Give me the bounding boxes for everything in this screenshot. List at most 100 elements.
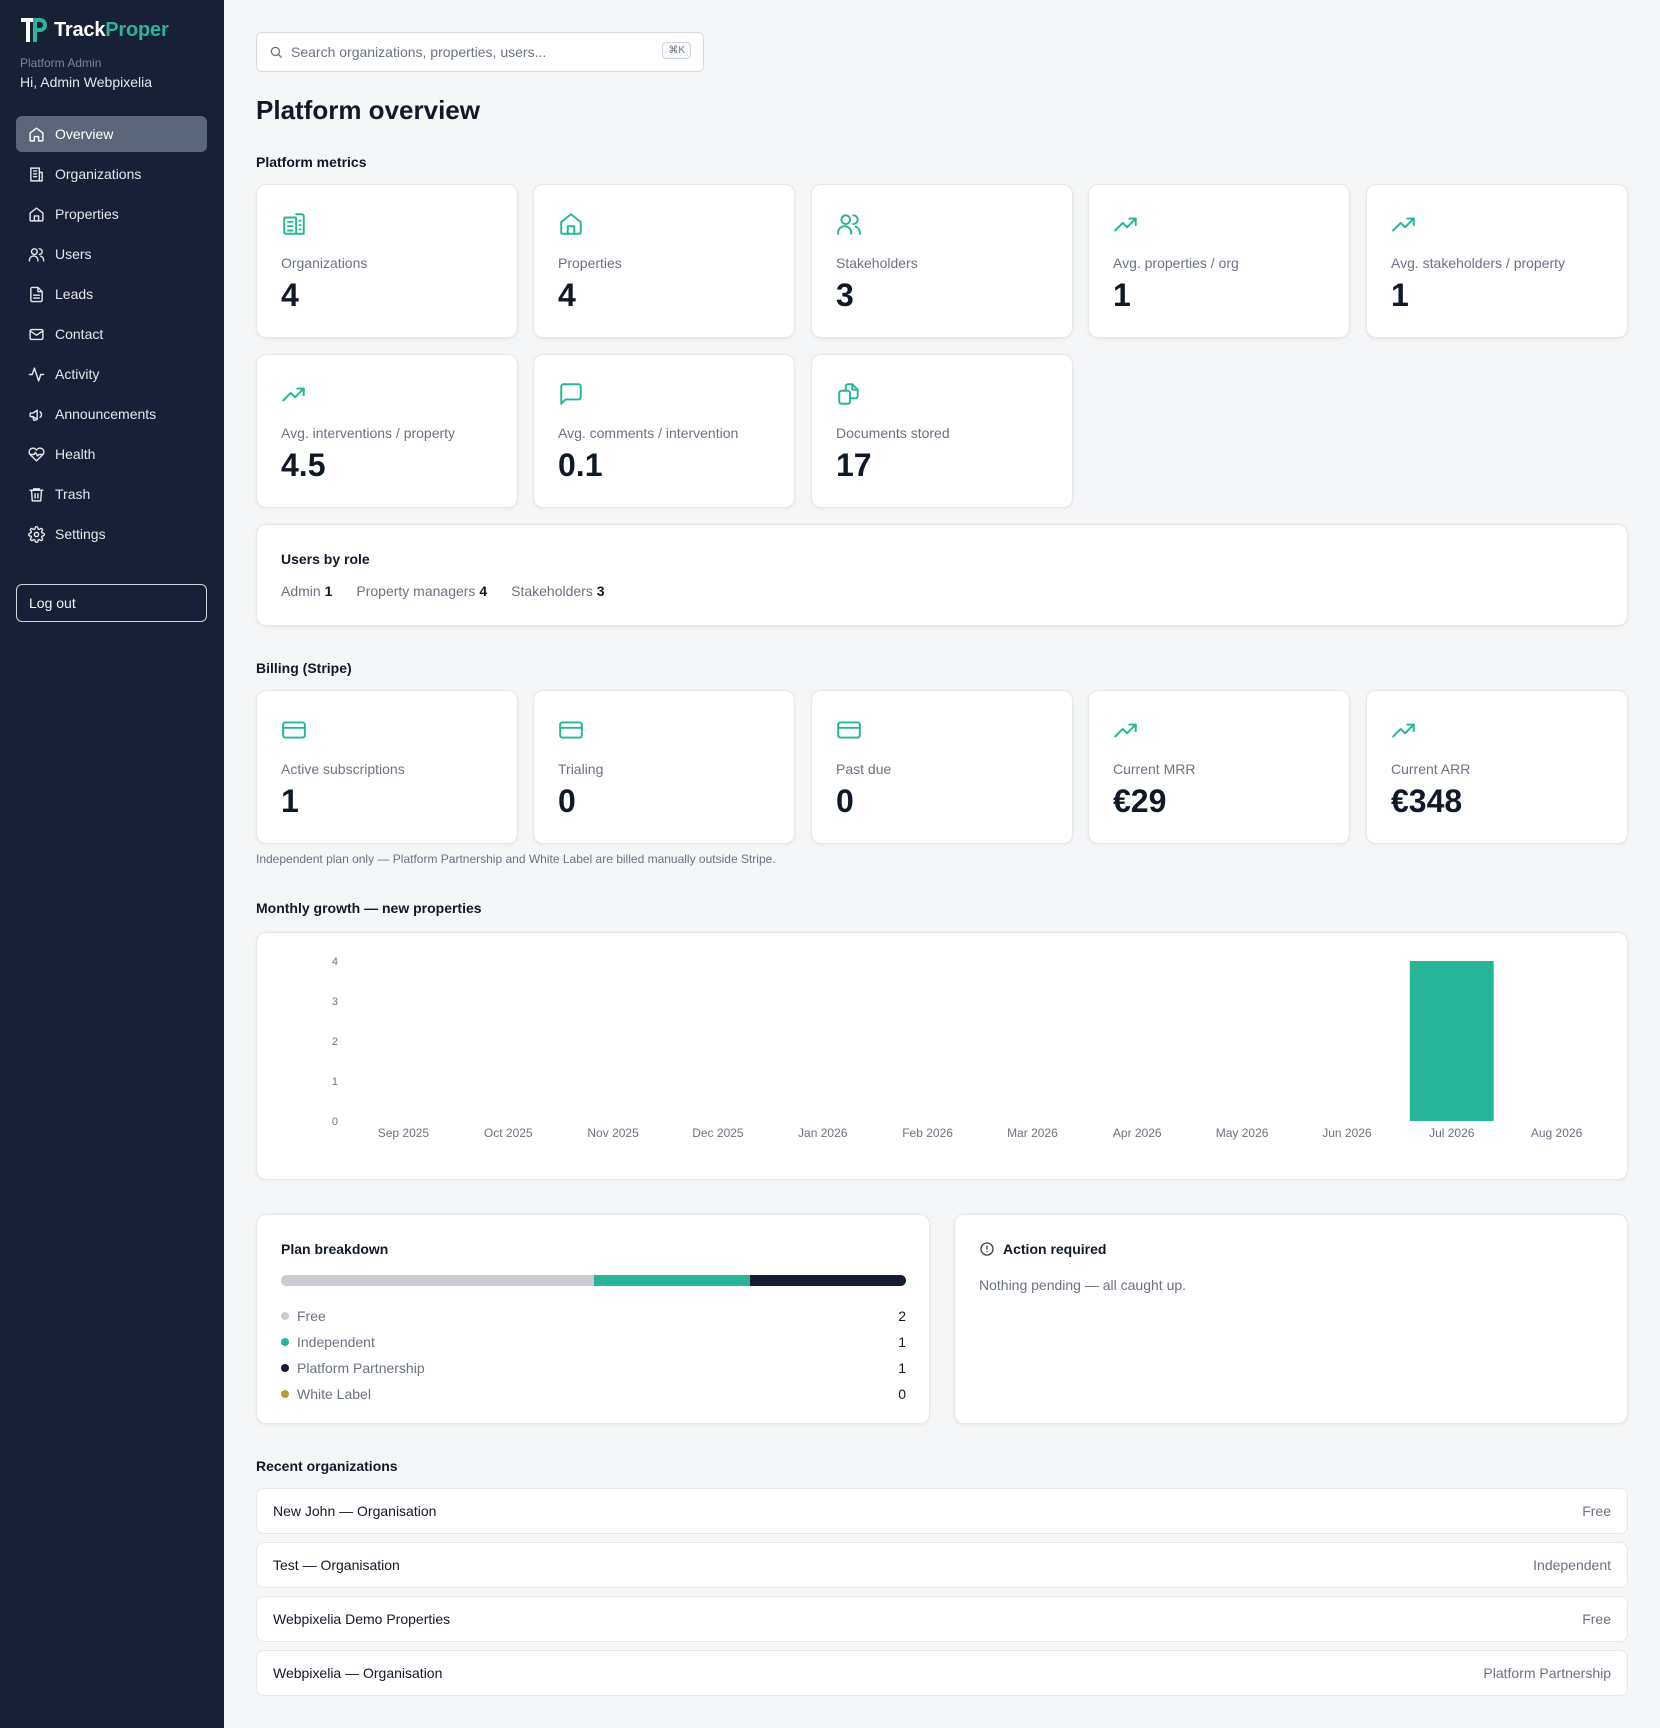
org-plan: Platform Partnership [1483, 1665, 1611, 1681]
building-icon [30, 166, 43, 182]
sidebar-item-health[interactable]: Health [16, 436, 207, 472]
x-tick-label: Oct 2025 [484, 1126, 533, 1140]
metric-label: Properties [558, 255, 622, 271]
sidebar-item-announcements[interactable]: Announcements [16, 396, 207, 432]
metric-label: Stakeholders [836, 255, 918, 271]
metric-label: Documents stored [836, 425, 950, 441]
sidebar-item-trash[interactable]: Trash [16, 476, 207, 512]
metric-value: 17 [836, 447, 872, 483]
credit-card-icon [559, 721, 583, 739]
org-row[interactable]: Webpixelia — Organisation Platform Partn… [256, 1650, 1628, 1696]
billing-card-arr: Current ARR €348 [1366, 690, 1628, 844]
plan-row-white-label: White Label 0 [281, 1381, 906, 1407]
sidebar-item-activity[interactable]: Activity [16, 356, 207, 392]
plan-row-free: Free 2 [281, 1303, 906, 1329]
billing-card-trialing: Trialing 0 [533, 690, 795, 844]
logo-mark-icon [21, 18, 47, 42]
role-count: 1 [324, 583, 333, 599]
comment-icon [560, 383, 582, 405]
sidebar: TrackProper Platform Admin Hi, Admin Web… [0, 0, 224, 1728]
sidebar-item-label: Users [55, 246, 92, 262]
chart-bar[interactable] [1409, 961, 1494, 1121]
metric-label: Organizations [281, 255, 368, 271]
sidebar-item-organizations[interactable]: Organizations [16, 156, 207, 192]
x-tick-label: Aug 2026 [1531, 1126, 1583, 1140]
role-label: Admin [281, 583, 321, 599]
users-icon [837, 214, 861, 235]
users-by-role-title: Users by role [281, 551, 370, 567]
plan-count: 0 [898, 1386, 906, 1402]
metric-label: Past due [836, 761, 892, 777]
page-title: Platform overview [256, 95, 480, 125]
metric-card-properties: Properties 4 [533, 184, 795, 338]
heart-pulse-icon [28, 446, 45, 462]
org-row[interactable]: Webpixelia Demo Properties Free [256, 1596, 1628, 1642]
sidebar-item-label: Organizations [55, 166, 142, 182]
plan-stacked-bar [281, 1275, 906, 1286]
legend-dot [281, 1390, 289, 1398]
plan-row-independent: Independent 1 [281, 1329, 906, 1355]
logo-text-proper: Proper [105, 18, 169, 41]
org-name: Test — Organisation [273, 1557, 400, 1573]
x-tick-label: Jan 2026 [798, 1126, 848, 1140]
plan-row-platform-partnership: Platform Partnership 1 [281, 1355, 906, 1381]
metric-value: 4.5 [281, 447, 326, 483]
metric-card-avg-interventions: Avg. interventions / property 4.5 [256, 354, 518, 508]
billing-note: Independent plan only — Platform Partner… [256, 852, 776, 866]
sidebar-item-contact[interactable]: Contact [16, 316, 207, 352]
section-platform-metrics: Platform metrics [256, 154, 367, 170]
plan-breakdown-title: Plan breakdown [281, 1241, 389, 1257]
plan-breakdown-card: Plan breakdown Free 2 Independent 1 Plat… [256, 1214, 930, 1424]
sidebar-item-users[interactable]: Users [16, 236, 207, 272]
plan-bar-segment [281, 1275, 594, 1286]
sidebar-item-label: Overview [55, 126, 114, 142]
org-row[interactable]: New John — Organisation Free [256, 1488, 1628, 1534]
plan-count: 2 [898, 1308, 906, 1324]
metric-card-stakeholders: Stakeholders 3 [811, 184, 1073, 338]
legend-dot [281, 1338, 289, 1346]
metric-card-documents: Documents stored 17 [811, 354, 1073, 508]
logo[interactable]: TrackProper [20, 16, 169, 44]
section-billing: Billing (Stripe) [256, 660, 352, 676]
metric-label: Trialing [558, 761, 604, 777]
logout-button[interactable]: Log out [16, 584, 207, 622]
billing-card-past-due: Past due 0 [811, 690, 1073, 844]
x-tick-label: May 2026 [1216, 1126, 1269, 1140]
metric-value: 0.1 [558, 447, 603, 483]
roles-list: Admin 1 Property managers 4 Stakeholders… [281, 583, 605, 599]
metric-label: Avg. properties / org [1113, 255, 1239, 271]
role-admin: Admin 1 [281, 583, 332, 599]
sidebar-item-leads[interactable]: Leads [16, 276, 207, 312]
section-monthly-growth: Monthly growth — new properties [256, 900, 482, 916]
trending-up-icon [282, 387, 305, 402]
x-tick-label: Dec 2025 [692, 1126, 744, 1140]
search-bar[interactable]: ⌘K [256, 32, 704, 72]
metric-card-avg-properties: Avg. properties / org 1 [1088, 184, 1350, 338]
org-row[interactable]: Test — Organisation Independent [256, 1542, 1628, 1588]
gear-icon [28, 525, 45, 543]
y-tick-label: 0 [332, 1116, 338, 1128]
org-name: New John — Organisation [273, 1503, 437, 1519]
sidebar-item-settings[interactable]: Settings [16, 516, 207, 552]
credit-card-icon [837, 721, 861, 739]
role-stakeholders: Stakeholders 3 [511, 583, 604, 599]
growth-chart-card: 0 1 2 3 4 Sep 2025 Oct 2025 Nov 2025 Dec 2025 Jan… [256, 932, 1628, 1180]
metric-label: Current MRR [1113, 761, 1196, 777]
sidebar-item-properties[interactable]: Properties [16, 196, 207, 232]
x-tick-label: Jun 2026 [1322, 1126, 1372, 1140]
plan-count: 1 [898, 1334, 906, 1350]
plan-label: Independent [297, 1334, 375, 1350]
metric-value: 4 [281, 277, 299, 313]
action-required-header: Action required [979, 1241, 1106, 1257]
sidebar-item-overview[interactable]: Overview [16, 116, 207, 152]
metric-value: €348 [1391, 783, 1463, 819]
plan-list: Free 2 Independent 1 Platform Partnershi… [281, 1303, 906, 1407]
info-circle-icon [980, 1242, 994, 1256]
role-count: 3 [596, 583, 605, 599]
search-input[interactable] [291, 44, 651, 60]
house-icon [560, 213, 582, 235]
role-label: Property managers [356, 583, 476, 599]
y-tick-label: 3 [332, 996, 338, 1008]
credit-card-icon [282, 721, 306, 739]
plan-bar-segment [749, 1275, 906, 1286]
